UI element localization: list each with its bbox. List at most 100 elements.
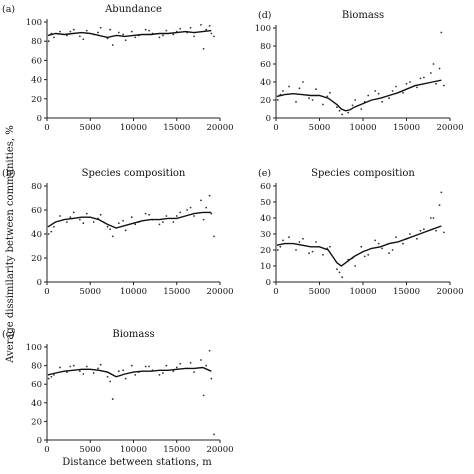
scatter-point — [315, 88, 317, 91]
panel-0: 0 5000 10000 15000 20000 0 20 40 60 80 100 (a) Abund… — [2, 4, 234, 133]
scatter-point — [374, 239, 377, 242]
scatter-point — [144, 28, 147, 31]
scatter-point — [402, 242, 404, 245]
scatter-point — [189, 361, 192, 364]
scatter-point — [111, 398, 114, 400]
scatter-point — [99, 363, 102, 366]
scatter-point — [65, 34, 68, 37]
scatter-point — [423, 76, 425, 79]
scatter-point — [78, 370, 81, 373]
scatter-point — [69, 216, 72, 219]
scatter-point — [338, 271, 341, 274]
scatter-point — [124, 377, 127, 380]
panel-2: 0 5000 10000 15000 20000 0 20 40 60 80 100 (c) Bioma… — [2, 329, 234, 455]
y-tick-label: 100 — [26, 343, 42, 353]
scatter-point — [148, 213, 150, 216]
scatter-point — [341, 276, 344, 279]
y-tick-label: 60 — [31, 56, 42, 66]
scatter-point — [200, 23, 202, 26]
scatter-point — [423, 228, 425, 231]
scatter-point — [440, 31, 443, 34]
scatter-point — [377, 242, 380, 245]
scatter-point — [179, 27, 182, 30]
y-tick-label: 60 — [31, 380, 42, 390]
scatter-point — [435, 229, 437, 232]
scatter-point — [354, 265, 357, 267]
scatter-point — [336, 106, 338, 109]
scatter-point — [326, 95, 329, 98]
scatter-point — [416, 86, 418, 89]
scatter-point — [99, 213, 102, 216]
scatter-point — [416, 237, 418, 240]
scatter-point — [298, 87, 301, 90]
scatter-point — [367, 94, 370, 97]
scatter-point — [405, 82, 408, 85]
scatter-point — [179, 362, 182, 365]
x-axis-label: Distance between stations, m — [62, 457, 212, 468]
scatter-point — [106, 375, 109, 378]
scatter-point — [50, 230, 53, 233]
x-tick-label: 0 — [273, 123, 278, 133]
scatter-point — [443, 84, 445, 87]
scatter-point — [59, 215, 61, 217]
scatter-point — [172, 33, 175, 36]
scatter-point — [124, 39, 127, 42]
scatter-point — [50, 375, 53, 378]
scatter-point — [109, 380, 112, 383]
scatter-point — [435, 82, 437, 85]
scatter-point — [208, 194, 211, 197]
scatter-point — [288, 85, 290, 88]
scatter-point — [162, 34, 164, 37]
x-tick-label: 20000 — [206, 445, 233, 455]
scatter-point — [391, 249, 394, 251]
scatter-point — [402, 91, 404, 94]
scatter-point — [144, 365, 147, 368]
scatter-point — [443, 231, 445, 234]
x-tick-label: 15000 — [393, 123, 420, 133]
scatter-point — [367, 253, 370, 256]
scatter-point — [69, 30, 72, 33]
scatter-point — [311, 250, 314, 253]
scatter-point — [395, 85, 397, 88]
scatter-point — [419, 229, 422, 232]
y-tick-label: 60 — [31, 206, 42, 216]
x-tick-label: 10000 — [120, 445, 147, 455]
scatter-point — [295, 249, 297, 251]
scatter-point — [202, 218, 205, 221]
scatter-point — [134, 223, 137, 226]
scatter-point — [205, 28, 208, 31]
scatter-point — [363, 255, 366, 258]
scatter-point — [130, 364, 133, 367]
panel-title: Species composition — [311, 168, 415, 179]
scatter-point — [381, 100, 384, 103]
scatter-point — [200, 199, 202, 202]
scatter-point — [162, 221, 164, 223]
scatter-point — [360, 108, 363, 110]
scatter-point — [97, 31, 99, 34]
scatter-point — [47, 377, 50, 380]
scatter-point — [165, 29, 168, 32]
scatter-point — [322, 103, 324, 106]
scatter-point — [202, 47, 205, 50]
scatter-point — [432, 63, 435, 65]
y-tick-label: 40 — [260, 78, 271, 88]
x-tick-label: 10000 — [349, 123, 376, 133]
scatter-point — [338, 109, 341, 112]
scatter-point — [82, 38, 85, 41]
x-tick-label: 0 — [44, 287, 49, 297]
x-tick-label: 20000 — [436, 123, 463, 133]
scatter-point — [341, 113, 344, 116]
scatter-point — [85, 29, 88, 32]
scatter-point — [308, 97, 310, 100]
x-tick-label: 20000 — [436, 287, 463, 297]
scatter-point — [409, 81, 411, 83]
y-tick-label: 60 — [260, 182, 271, 192]
y-tick-label: 40 — [31, 399, 42, 409]
x-tick-label: 10000 — [120, 287, 147, 297]
y-tick-label: 20 — [31, 417, 42, 427]
panel-label: (a) — [2, 4, 15, 15]
scatter-point — [409, 233, 411, 235]
scatter-point — [282, 90, 284, 92]
scatter-point — [172, 370, 175, 373]
